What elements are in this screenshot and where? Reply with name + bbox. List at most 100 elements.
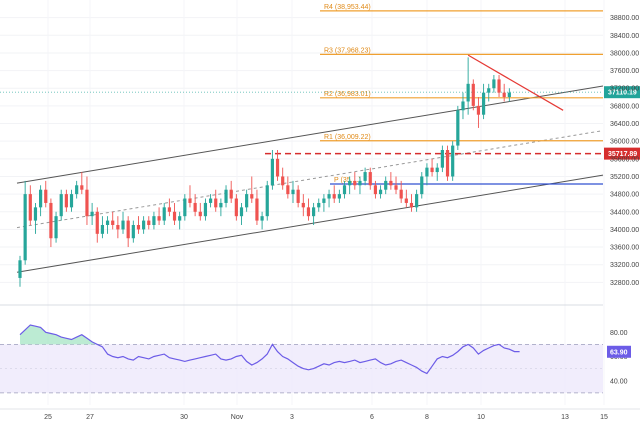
candle-body: [342, 185, 347, 195]
candle-body: [111, 220, 115, 225]
descending-trendline: [467, 54, 564, 111]
candle-body: [250, 194, 254, 199]
support-badge-label: 35717.89: [608, 151, 637, 158]
rsi-pane: [0, 324, 603, 394]
candle-body: [18, 260, 22, 278]
candle-body: [39, 189, 43, 208]
candle-body: [497, 79, 501, 93]
candle-body: [255, 198, 259, 221]
candle-body: [95, 211, 99, 234]
x-tick-label: 8: [425, 414, 429, 421]
rsi-overbought-area: [20, 325, 98, 345]
candle-body: [162, 207, 166, 221]
y-tick-label: 37200.00: [610, 86, 639, 93]
y-tick-label: 36800.00: [610, 103, 639, 110]
x-tick-label: 27: [86, 414, 94, 421]
candle-body: [399, 189, 403, 199]
candle-body: [425, 167, 429, 177]
pivot-label: R4 (38,953.44): [324, 4, 371, 11]
candlesticks[interactable]: [18, 57, 511, 287]
price-axis: 32800.00 33200.00 33600.00 34000.00 34400.00…: [610, 15, 639, 287]
rsi-line: [19, 324, 520, 375]
candle-body: [131, 225, 135, 239]
y-tick-label: 32800.00: [610, 280, 639, 287]
candle-body: [404, 198, 408, 203]
pivot-label: R2 (36,983.01): [324, 91, 371, 98]
candle-body: [152, 216, 156, 225]
channel-median-line: [16, 130, 604, 229]
candle-body: [75, 185, 79, 195]
descending-trendline-line: [467, 54, 564, 111]
candle-body: [481, 92, 486, 115]
candle-body: [456, 110, 460, 146]
support-badge: [604, 147, 640, 160]
candle-body: [312, 207, 316, 217]
candle-body: [332, 194, 336, 199]
candle-body: [435, 167, 439, 173]
y-tick-label: 38800.00: [610, 15, 639, 22]
time-axis: 25 27 30 Nov 3 6 8 10 13 15: [44, 414, 608, 421]
candle-body: [234, 198, 238, 217]
candle-body: [245, 194, 249, 208]
x-tick-label: Nov: [231, 414, 244, 421]
candle-body: [353, 180, 357, 186]
pivot-levels: R4 (38,953.44) R3 (37,968.23) R2 (36,983.0…: [0, 4, 640, 185]
candle-body: [394, 185, 398, 190]
x-tick-label: 6: [370, 414, 374, 421]
candle-body: [147, 220, 151, 225]
candle-body: [33, 207, 38, 221]
candle-body: [461, 101, 465, 111]
candle-body: [471, 83, 475, 106]
candle-body: [281, 176, 285, 186]
candle-body: [430, 167, 434, 173]
candle-body: [193, 202, 197, 212]
y-tick-label: 36000.00: [610, 139, 639, 146]
candle-body: [54, 216, 58, 239]
candle-body: [409, 202, 414, 208]
candle-body: [142, 220, 146, 230]
y-tick-label: 34000.00: [610, 227, 639, 234]
candle-body: [363, 172, 367, 181]
x-tick-label: 25: [44, 414, 52, 421]
candle-body: [440, 150, 444, 168]
last-price-badge: [604, 86, 640, 99]
x-tick-label: 10: [477, 414, 485, 421]
candle-body: [49, 202, 53, 239]
candle-body: [348, 180, 352, 186]
y-tick-label: 33200.00: [610, 262, 639, 269]
main-grid: [0, 0, 605, 405]
candle-body: [373, 185, 378, 195]
candle-body: [337, 194, 341, 199]
candle-body: [317, 202, 321, 208]
candle-body: [291, 189, 295, 195]
candle-body: [64, 194, 68, 208]
rsi-value-label: 63.90: [610, 349, 628, 356]
y-tick-label: 34400.00: [610, 209, 639, 216]
candle-body: [136, 225, 141, 230]
candle-body: [260, 216, 264, 221]
candle-body: [286, 185, 290, 195]
candle-body: [229, 189, 233, 199]
rsi-value-badge: [607, 345, 631, 358]
candle-body: [507, 92, 511, 98]
candle-body: [265, 185, 269, 217]
y-tick-label: 38400.00: [610, 33, 639, 40]
candle-body: [121, 220, 125, 230]
candle-body: [100, 225, 105, 234]
candle-body: [28, 194, 32, 221]
x-tick-label: 30: [180, 414, 188, 421]
candle-body: [224, 189, 228, 203]
candle-body: [44, 189, 48, 203]
candle-body: [23, 194, 27, 261]
candle-body: [420, 176, 424, 195]
candle-body: [327, 194, 331, 199]
pivot-label: R3 (37,968.23): [324, 47, 371, 54]
candle-body: [368, 172, 372, 186]
candle-body: [59, 194, 63, 217]
candle-body: [116, 225, 120, 230]
pivot-label: P (35,...): [334, 177, 361, 184]
candle-body: [466, 83, 470, 102]
candle-body: [492, 79, 496, 89]
candle-body: [178, 216, 182, 221]
